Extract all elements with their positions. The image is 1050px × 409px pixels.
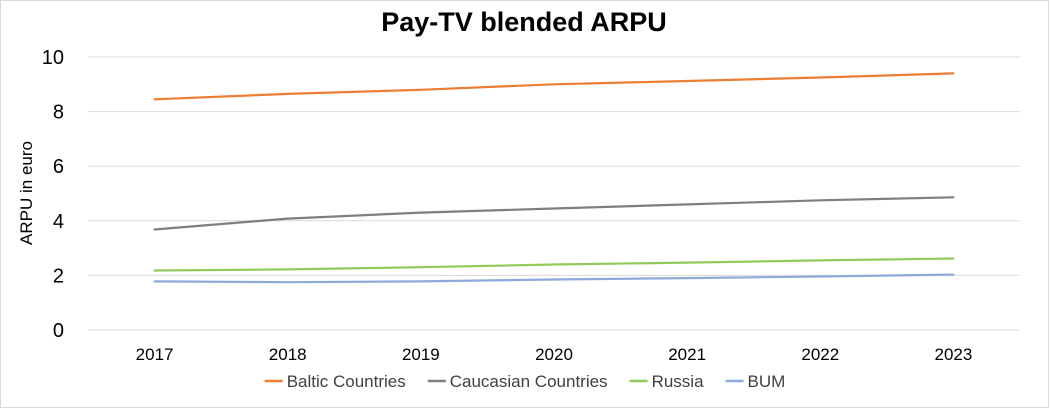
y-axis-label: ARPU in euro [17, 141, 36, 245]
x-tick-label: 2017 [136, 345, 174, 364]
y-tick-labels: 0 2 4 6 8 10 [42, 47, 64, 342]
x-tick-label: 2021 [668, 345, 706, 364]
series-lines [153, 72, 955, 284]
gridlines [88, 56, 1020, 331]
legend-label: Baltic Countries [287, 372, 406, 391]
x-tick-label: 2022 [801, 345, 839, 364]
x-tick-labels: 2017 2018 2019 2020 2021 2022 2023 [136, 345, 973, 364]
legend-label: BUM [748, 372, 786, 391]
legend: Baltic Countries Caucasian Countries Russi… [264, 372, 786, 391]
legend-item: Baltic Countries [264, 372, 406, 391]
series-line-baltic-countries [153, 72, 955, 101]
legend-item: Caucasian Countries [427, 372, 608, 391]
legend-label: Russia [652, 372, 705, 391]
x-tick-label: 2020 [535, 345, 573, 364]
series-line-bum [153, 273, 955, 284]
series-line-caucasian-countries [153, 196, 955, 231]
series-line-russia [153, 257, 955, 272]
legend-label: Caucasian Countries [450, 372, 608, 391]
y-tick-label: 10 [42, 47, 64, 69]
y-tick-label: 2 [53, 265, 64, 287]
legend-item: Russia [629, 372, 705, 391]
y-tick-label: 4 [53, 211, 64, 233]
y-tick-label: 8 [53, 102, 64, 124]
y-tick-label: 6 [53, 156, 64, 178]
chart-title: Pay-TV blended ARPU [381, 7, 667, 37]
legend-item: BUM [725, 372, 786, 391]
y-tick-label: 0 [53, 320, 64, 342]
x-tick-label: 2018 [269, 345, 307, 364]
x-tick-label: 2019 [402, 345, 440, 364]
x-tick-label: 2023 [935, 345, 973, 364]
